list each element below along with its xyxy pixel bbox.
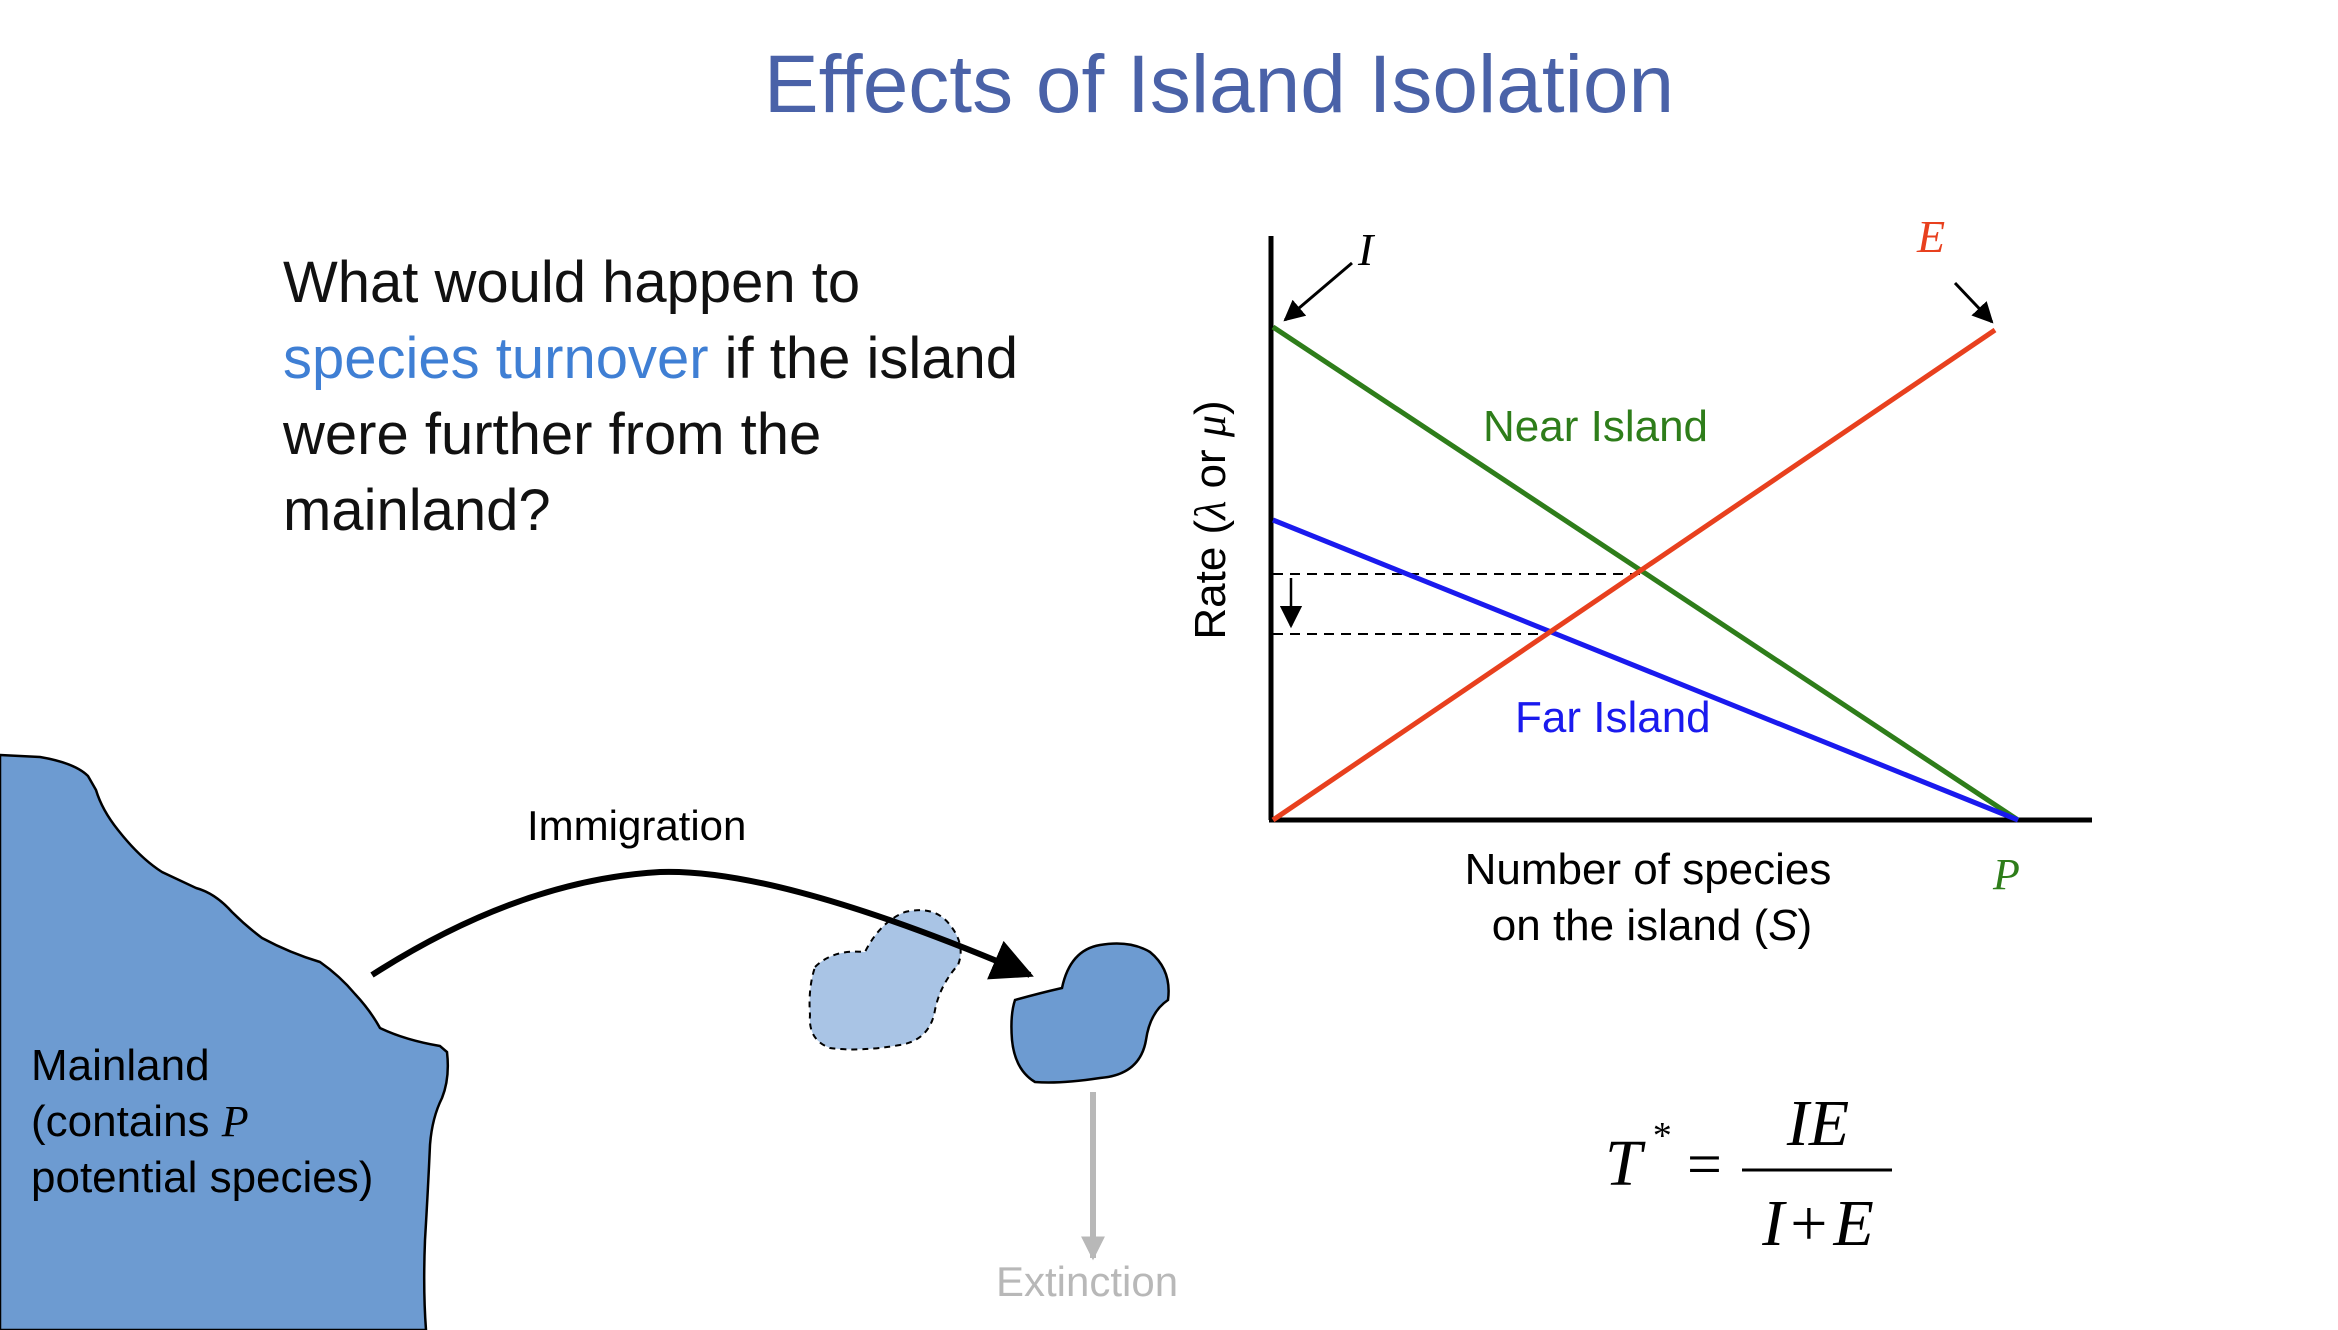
extinction-marker-arrow bbox=[1953, 281, 1994, 324]
formula-equals: = bbox=[1683, 1131, 1725, 1199]
question-part2: if the island bbox=[708, 326, 1019, 391]
far-island-label: Far Island bbox=[1515, 693, 1711, 742]
immigration-marker-arrow bbox=[1283, 261, 1353, 322]
y-axis-label: Rate (λ or μ) bbox=[1186, 400, 1235, 639]
immigration-marker-label: I bbox=[1357, 224, 1376, 275]
island-shape bbox=[1010, 942, 1170, 1084]
formula-lhs: T bbox=[1605, 1127, 1646, 1200]
x-axis-label-line2: on the island (S) bbox=[1492, 901, 1812, 950]
turnover-formula: T * = IE I+E bbox=[1605, 1087, 1892, 1260]
rate-graph: I E P Near Island Far Island Rate (λ or … bbox=[1186, 211, 2092, 950]
formula-lhs-superscript: * bbox=[1651, 1115, 1670, 1157]
question-text: What would happen to species turnover if… bbox=[283, 245, 1183, 549]
question-line4: mainland? bbox=[283, 478, 551, 543]
far-immigration-line bbox=[1272, 517, 2019, 823]
slide-title: Effects of Island Isolation bbox=[763, 39, 1675, 130]
x-axis-label-line1: Number of species bbox=[1465, 845, 1832, 894]
immigration-label: Immigration bbox=[527, 802, 746, 849]
island-diagram: Immigration Extinction Mainland (contain… bbox=[0, 753, 1178, 1330]
question-line3: were further from the bbox=[283, 402, 822, 467]
extinction-label: Extinction bbox=[996, 1258, 1178, 1305]
formula-denominator: I+E bbox=[1761, 1187, 1874, 1260]
pool-marker-label: P bbox=[1992, 850, 2020, 899]
question-part1: What would happen to bbox=[283, 250, 861, 315]
mainland-label-line3: potential species) bbox=[31, 1153, 373, 1202]
mainland-shape bbox=[0, 753, 450, 1330]
formula-numerator: IE bbox=[1786, 1087, 1849, 1160]
mainland-label-line2: (contains P bbox=[31, 1097, 249, 1146]
immigration-arrow bbox=[370, 868, 1034, 980]
extinction-line bbox=[1271, 327, 1997, 823]
previous-island-shape bbox=[808, 909, 962, 1051]
extinction-marker-label: E bbox=[1916, 211, 1945, 262]
mainland-label-line1: Mainland bbox=[31, 1041, 210, 1090]
near-immigration-line bbox=[1271, 324, 2020, 823]
question-highlight: species turnover bbox=[283, 326, 709, 391]
near-island-label: Near Island bbox=[1483, 402, 1708, 451]
